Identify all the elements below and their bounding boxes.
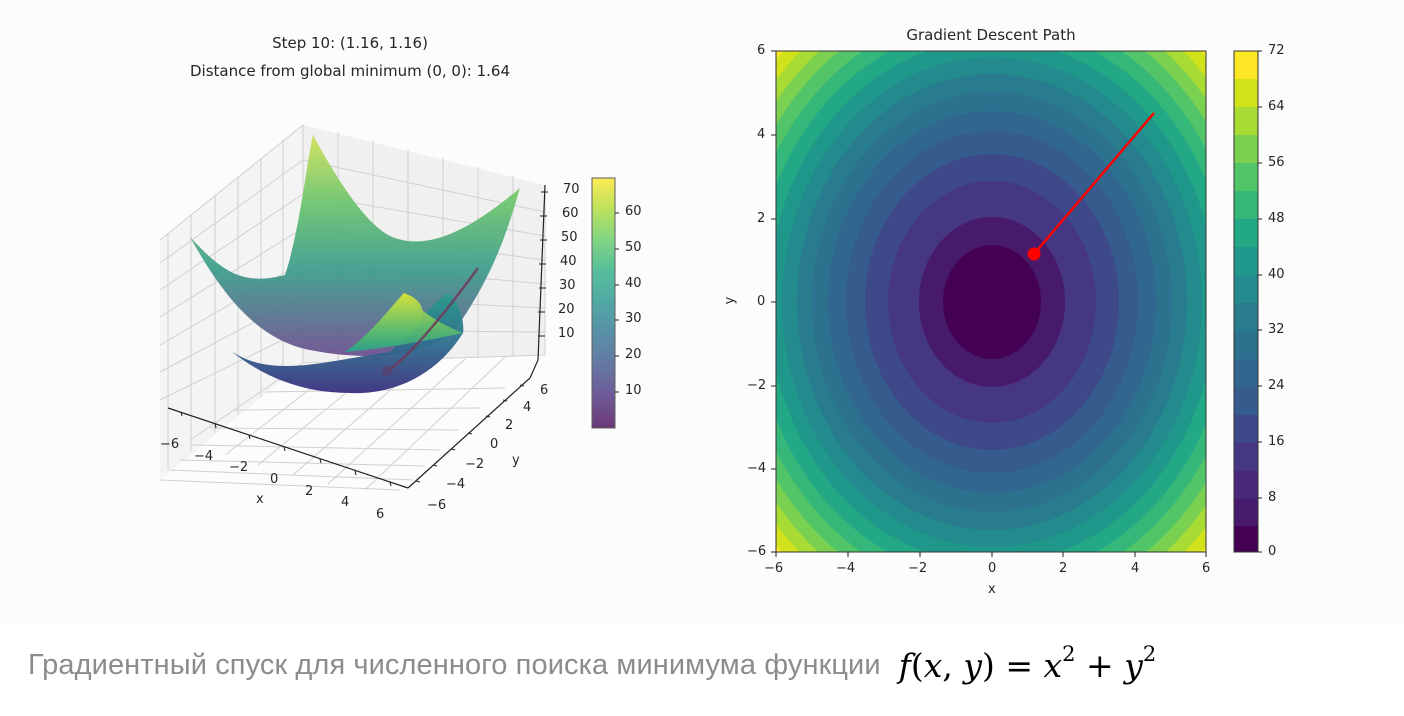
contour-plot xyxy=(771,50,1207,557)
caption: Градиентный спуск для численного поиска … xyxy=(28,640,1156,690)
descent-current-point xyxy=(1027,247,1041,261)
contour-y-axis-label: y xyxy=(722,296,738,305)
colorbar-tick: 32 xyxy=(1268,322,1285,337)
surface-front xyxy=(230,293,464,394)
y-tick: 2 xyxy=(757,211,766,226)
z-tick: 40 xyxy=(560,254,577,269)
x-tick: 2 xyxy=(305,484,314,499)
y-tick: 6 xyxy=(540,383,549,398)
y-tick: 0 xyxy=(757,294,766,309)
3d-descent-path xyxy=(387,267,480,373)
colorbar-tick: 72 xyxy=(1268,43,1285,58)
surface-front-peak-right xyxy=(345,293,463,352)
x-tick: 4 xyxy=(341,495,350,510)
colorbar-tick: 30 xyxy=(625,311,642,326)
y-tick: −2 xyxy=(465,457,485,472)
colorbar-tick: 64 xyxy=(1268,99,1285,114)
colorbar-tick: 50 xyxy=(625,240,642,255)
y-tick: −2 xyxy=(747,378,767,393)
x-tick: 6 xyxy=(1202,561,1211,576)
x-tick: −2 xyxy=(908,561,928,576)
left-title-line2: Distance from global minimum (0, 0): 1.6… xyxy=(189,62,511,80)
left-colorbar xyxy=(591,177,616,429)
3d-current-point xyxy=(382,366,392,376)
x-tick: −4 xyxy=(194,449,214,464)
z-tick: 30 xyxy=(559,278,576,293)
descent-path-line xyxy=(1033,112,1155,255)
z-tick: 70 xyxy=(563,182,580,197)
x-tick: 0 xyxy=(988,561,997,576)
contour-x-axis-label: x xyxy=(988,582,996,597)
y-tick: −4 xyxy=(446,477,466,492)
y-tick: 0 xyxy=(490,437,499,452)
colorbar-tick: 40 xyxy=(625,276,642,291)
y-tick: −4 xyxy=(747,461,767,476)
3d-x-ticks xyxy=(180,411,392,487)
x-tick: −4 xyxy=(836,561,856,576)
colorbar-tick: 24 xyxy=(1268,378,1285,393)
x-tick: 6 xyxy=(376,507,385,522)
y-tick: 2 xyxy=(505,418,514,433)
y-tick: 6 xyxy=(757,43,766,58)
3d-z-ticks xyxy=(538,191,548,337)
colorbar-tick: 0 xyxy=(1268,544,1277,559)
colorbar-tick: 60 xyxy=(625,204,642,219)
x-tick: −6 xyxy=(764,561,784,576)
colorbar-tick: 8 xyxy=(1268,490,1277,505)
surface-back xyxy=(190,135,520,356)
colorbar-tick: 40 xyxy=(1268,267,1285,282)
z-tick: 20 xyxy=(558,302,575,317)
3d-x-axis-label: x xyxy=(256,492,264,507)
x-tick: 2 xyxy=(1059,561,1068,576)
3d-y-axis-label: y xyxy=(512,453,520,468)
colorbar-tick: 10 xyxy=(625,383,642,398)
y-tick: 4 xyxy=(523,400,532,415)
y-tick: 4 xyxy=(757,127,766,142)
z-tick: 10 xyxy=(558,326,575,341)
colorbar-tick: 16 xyxy=(1268,434,1285,449)
caption-text: Градиентный спуск для численного поиска … xyxy=(28,648,881,681)
surface-3d-plot xyxy=(159,50,1262,557)
x-tick: −2 xyxy=(229,460,249,475)
colorbar-tick: 56 xyxy=(1268,155,1285,170)
caption-formula: f(x, y) = x2 + y2 xyxy=(898,641,1157,685)
right-title: Gradient Descent Path xyxy=(906,26,1076,44)
x-tick: 0 xyxy=(270,472,279,487)
left-colorbar-ticks xyxy=(615,212,619,393)
y-tick: −6 xyxy=(427,498,447,513)
colorbar-tick: 48 xyxy=(1268,211,1285,226)
right-colorbar xyxy=(1233,50,1262,553)
y-tick: −6 xyxy=(747,544,767,559)
z-tick: 50 xyxy=(561,230,578,245)
colorbar-tick: 20 xyxy=(625,347,642,362)
z-tick: 60 xyxy=(562,206,579,221)
figure: Step 10: (1.16, 1.16) Distance from glob… xyxy=(159,26,1285,597)
x-tick: −6 xyxy=(160,437,180,452)
x-tick: 4 xyxy=(1131,561,1140,576)
3d-y-ticks xyxy=(415,384,525,483)
left-title-line1: Step 10: (1.16, 1.16) xyxy=(272,34,428,52)
